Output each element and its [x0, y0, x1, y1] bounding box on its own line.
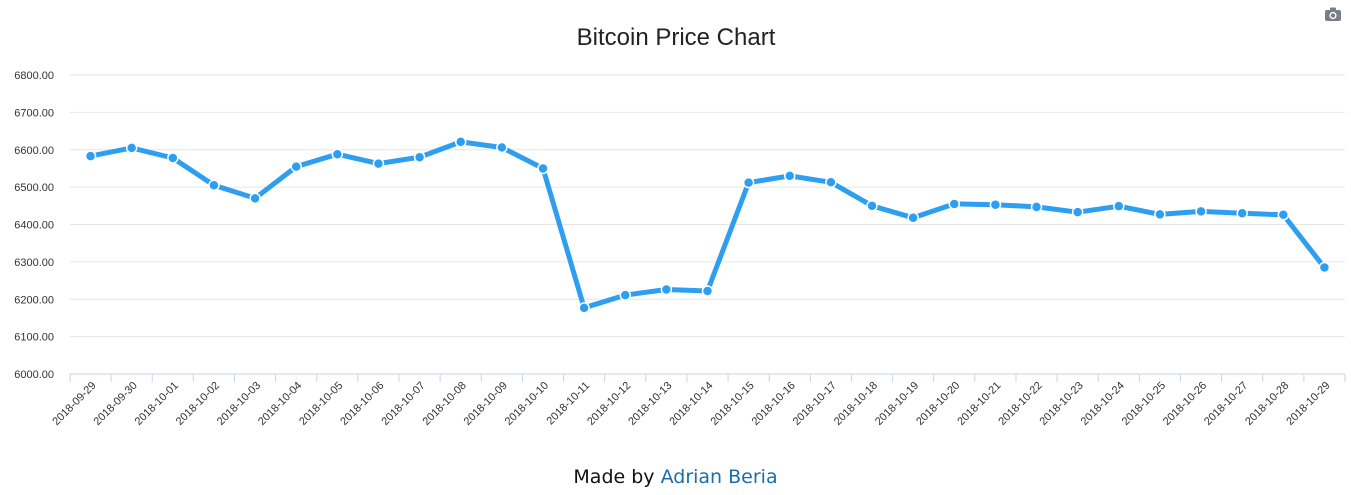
data-point[interactable] [1195, 205, 1207, 218]
x-tick-label: 2018-10-10 [503, 380, 551, 428]
chart-container: Bitcoin Price Chart 6000.00 6100.00 6200.0… [14, 5, 1346, 428]
chart-title: Bitcoin Price Chart [577, 24, 776, 51]
data-point[interactable] [372, 157, 385, 170]
data-points [84, 136, 1331, 314]
x-axis-tick-labels: 2018-09-292018-09-302018-10-012018-10-02… [50, 380, 1332, 428]
data-point[interactable] [125, 142, 138, 154]
y-tick-label: 6200.00 [14, 294, 54, 306]
y-tick-label: 6000.00 [14, 369, 54, 381]
y-tick-label: 6400.00 [14, 220, 54, 232]
data-point[interactable] [1071, 206, 1084, 218]
data-point[interactable] [290, 160, 302, 173]
data-point[interactable] [989, 198, 1002, 211]
x-tick-label: 2018-10-29 [1284, 380, 1332, 428]
data-point[interactable] [1236, 207, 1248, 220]
made-by-text: Made by [573, 466, 655, 488]
line-chart: Bitcoin Price Chart 6000.00 6100.00 6200.0… [14, 24, 1346, 428]
x-axis [69, 373, 1346, 382]
data-point[interactable] [825, 176, 837, 189]
y-tick-label: 6100.00 [14, 332, 54, 344]
data-point[interactable] [578, 302, 590, 314]
data-point[interactable] [413, 151, 426, 163]
data-point[interactable] [496, 141, 508, 154]
data-point[interactable] [948, 198, 961, 210]
data-point[interactable] [331, 148, 344, 160]
y-tick-label: 6800.00 [14, 70, 54, 82]
data-point[interactable] [537, 162, 549, 175]
grid-lines [70, 74, 1345, 338]
y-axis-tick-labels: 6000.00 6100.00 6200.00 6300.00 6400.00 6500.… [14, 70, 54, 381]
y-tick-label: 6600.00 [14, 145, 54, 157]
y-tick-label: 6700.00 [14, 107, 54, 119]
data-point[interactable] [742, 176, 755, 189]
data-point[interactable] [454, 136, 467, 148]
data-point[interactable] [701, 285, 714, 297]
data-point[interactable] [784, 170, 796, 182]
data-point[interactable] [167, 152, 179, 164]
footer: Made by Adrian Beria [0, 466, 1351, 488]
data-point[interactable] [866, 200, 878, 212]
data-point[interactable] [907, 212, 919, 224]
data-point[interactable] [84, 150, 97, 162]
camera-icon[interactable] [1322, 5, 1344, 23]
data-point[interactable] [660, 283, 673, 296]
data-point[interactable] [1030, 201, 1043, 213]
data-point[interactable] [1154, 208, 1166, 221]
author-link[interactable]: Adrian Beria [660, 466, 778, 488]
data-point[interactable] [249, 192, 261, 205]
y-tick-label: 6500.00 [14, 182, 54, 194]
y-tick-label: 6300.00 [14, 257, 54, 269]
data-point[interactable] [619, 289, 631, 301]
data-point[interactable] [1113, 200, 1125, 212]
data-point[interactable] [1277, 209, 1290, 221]
data-point[interactable] [1318, 261, 1331, 274]
data-point[interactable] [208, 179, 220, 192]
